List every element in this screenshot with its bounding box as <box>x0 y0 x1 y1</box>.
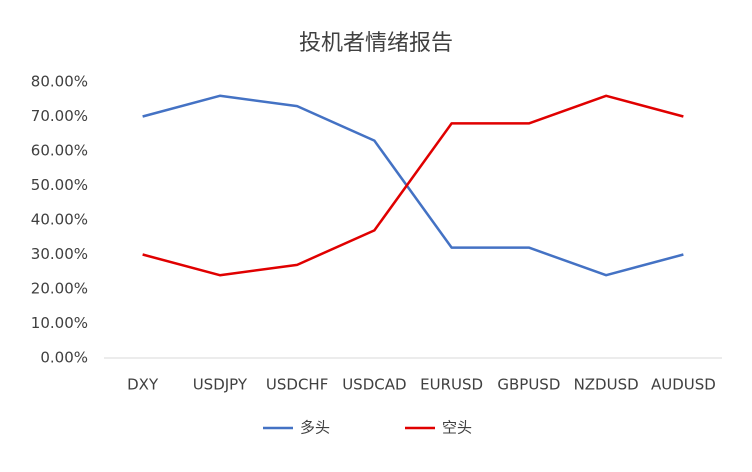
series-line <box>142 94 684 277</box>
y-tick-label: 10.00% <box>31 314 88 332</box>
y-tick-label: 30.00% <box>31 245 88 263</box>
x-tick-label: DXY <box>127 376 159 394</box>
y-tick-label: 40.00% <box>31 211 88 229</box>
x-tick-label: GBPUSD <box>497 376 560 394</box>
x-tick-label: AUDUSD <box>651 376 716 394</box>
y-tick-label: 60.00% <box>31 142 88 160</box>
y-tick-label: 50.00% <box>31 176 88 194</box>
x-tick-label: NZDUSD <box>574 376 639 394</box>
y-tick-label: 70.00% <box>31 107 88 125</box>
series-line <box>142 94 684 277</box>
x-tick-label: USDCAD <box>342 376 406 394</box>
legend-label: 多头 <box>300 419 330 437</box>
legend-label: 空头 <box>442 419 472 437</box>
y-tick-label: 80.00% <box>31 73 88 91</box>
y-tick-label: 0.00% <box>40 349 88 367</box>
x-tick-label: USDJPY <box>193 376 248 394</box>
chart-title: 投机者情绪报告 <box>299 31 453 56</box>
x-tick-label: USDCHF <box>266 376 328 394</box>
y-tick-label: 20.00% <box>31 280 88 298</box>
x-tick-label: EURUSD <box>420 376 483 394</box>
